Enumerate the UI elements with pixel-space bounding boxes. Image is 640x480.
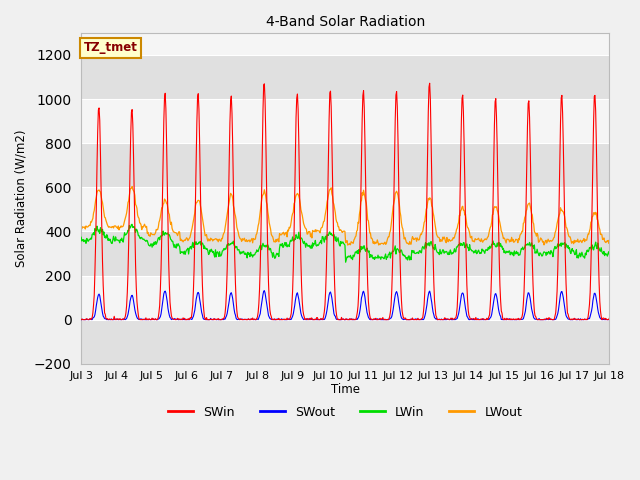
Legend: SWin, SWout, LWin, LWout: SWin, SWout, LWin, LWout [163,401,527,424]
Y-axis label: Solar Radiation (W/m2): Solar Radiation (W/m2) [15,130,28,267]
Text: TZ_tmet: TZ_tmet [84,41,138,54]
Bar [81,143,609,187]
Bar [81,187,609,231]
X-axis label: Time: Time [331,383,360,396]
Bar [81,320,609,364]
Title: 4-Band Solar Radiation: 4-Band Solar Radiation [266,15,425,29]
Bar [81,276,609,320]
Bar [81,99,609,143]
Bar [81,55,609,99]
Bar [81,231,609,276]
